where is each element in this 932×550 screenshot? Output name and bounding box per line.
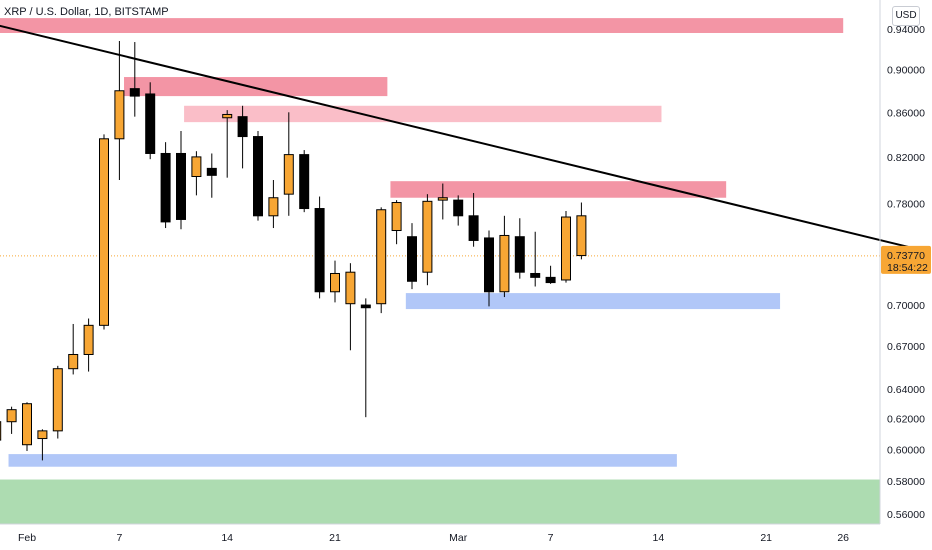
candle-body-13[interactable] [191,156,202,178]
time-tick-label: 7 [548,532,554,544]
resistance-zone-2[interactable] [184,105,662,123]
candle-body-1[interactable] [6,409,17,423]
candle-body-25[interactable] [376,209,387,305]
resistance-zone-1[interactable] [124,77,388,97]
trendline[interactable] [0,20,913,249]
candle-body-32[interactable] [484,237,494,293]
candle-body-4[interactable] [52,368,63,432]
support-zone-4[interactable] [405,293,781,310]
candle-body-38[interactable] [576,215,587,257]
candle-body-34[interactable] [514,236,525,273]
candle-body-18[interactable] [268,197,279,217]
time-tick-label: Feb [18,532,36,544]
time-tick-label: 21 [329,532,341,544]
price-tick-label: 0.90000 [887,65,925,77]
candle-body-22[interactable] [330,272,340,293]
candle-body-37[interactable] [561,216,571,281]
candle-body-10[interactable] [145,93,156,154]
candle-body-31[interactable] [468,215,479,241]
candle-body-6[interactable] [83,324,94,355]
candle-body-0[interactable] [0,421,2,441]
bar-countdown: 18:54:22 [887,262,928,274]
candle-body-30[interactable] [453,199,464,217]
candle-body-16[interactable] [237,116,248,138]
time-tick-label: 14 [221,532,233,544]
candle-body-7[interactable] [99,138,109,326]
candle-body-23[interactable] [345,271,356,305]
resistance-zone-3[interactable] [390,181,727,198]
candle-body-14[interactable] [206,167,217,176]
candle-body-36[interactable] [545,276,556,284]
price-tick-label: 0.86000 [887,107,925,119]
candle-body-2[interactable] [22,403,32,446]
candle-body-35[interactable] [530,272,541,278]
candle-body-33[interactable] [499,234,510,293]
candle-body-9[interactable] [129,88,140,97]
time-tick-label: 26 [837,532,849,544]
last-price-value: 0.73770 [887,250,925,262]
time-tick-label: 14 [653,532,665,544]
last-price-box [881,245,931,274]
candle-body-24[interactable] [360,304,371,309]
candle-body-21[interactable] [314,208,325,293]
price-tick-label: 0.78000 [887,199,925,211]
time-tick-label: 21 [760,532,772,544]
candle-body-3[interactable] [37,430,48,440]
price-tick-label: 0.82000 [887,152,925,164]
candle-body-20[interactable] [299,154,310,210]
time-tick-label: Mar [449,532,468,544]
candle-body-17[interactable] [253,136,263,217]
symbol-title[interactable]: XRP / U.S. Dollar, 1D, BITSTAMP [4,6,169,18]
price-tick-label: 0.58000 [887,476,925,488]
support-zone-5[interactable] [8,454,677,467]
candle-body-12[interactable] [176,152,186,220]
price-tick-label: 0.70000 [887,300,925,312]
time-tick-label: 7 [116,532,122,544]
price-tick-label: 0.64000 [887,384,925,396]
demand-zone-6[interactable] [0,479,880,524]
price-tick-label: 0.67000 [887,341,925,353]
candle-body-26[interactable] [391,202,402,232]
candle-body-28[interactable] [422,200,433,273]
candle-body-29[interactable] [437,197,448,201]
price-tick-label: 0.94000 [887,24,925,36]
candle-body-15[interactable] [222,113,233,119]
resistance-zone-0[interactable] [0,18,844,33]
candle-body-5[interactable] [68,353,79,370]
price-tick-label: 0.56000 [887,509,925,521]
candle-body-8[interactable] [114,90,125,140]
price-tick-label: 0.62000 [887,414,925,426]
currency-button[interactable]: USD [892,6,920,26]
candle-body-19[interactable] [283,154,294,195]
candle-body-11[interactable] [160,152,171,223]
candle-body-27[interactable] [407,236,417,282]
price-tick-label: 0.60000 [887,444,925,456]
